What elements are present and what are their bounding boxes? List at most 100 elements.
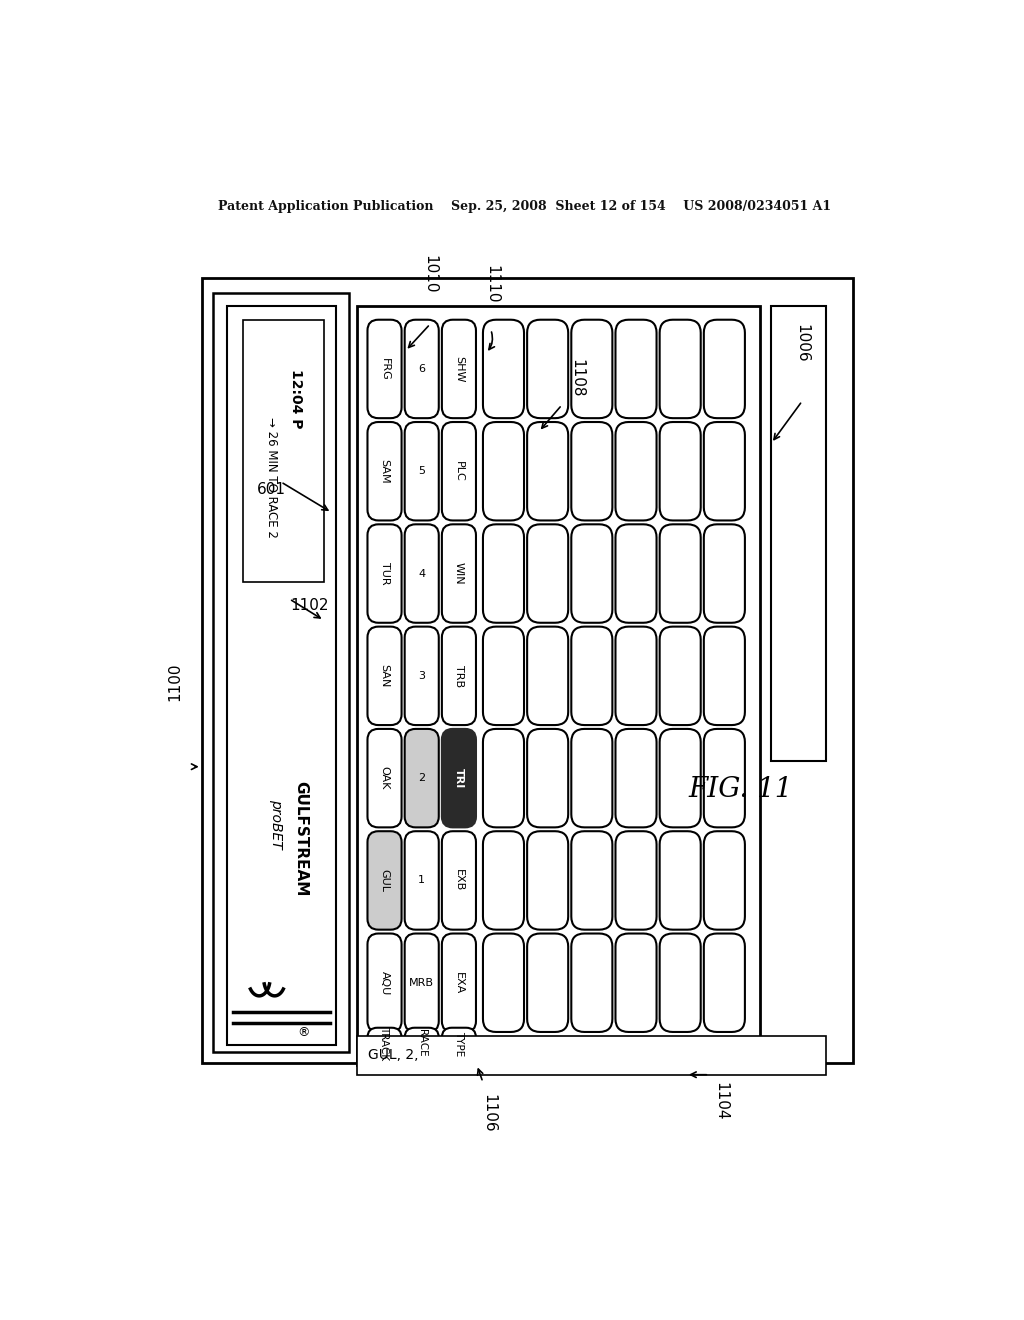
FancyBboxPatch shape [571,729,612,828]
FancyBboxPatch shape [404,933,438,1032]
FancyBboxPatch shape [703,524,744,623]
FancyBboxPatch shape [483,832,524,929]
FancyBboxPatch shape [442,524,476,623]
Text: PLC: PLC [454,461,464,482]
Bar [771,306,825,760]
Text: GUL, 2,: GUL, 2, [369,1048,419,1063]
FancyBboxPatch shape [404,729,438,828]
FancyBboxPatch shape [483,524,524,623]
FancyBboxPatch shape [703,627,744,725]
FancyBboxPatch shape [703,319,744,418]
FancyBboxPatch shape [483,933,524,1032]
Text: EXB: EXB [454,870,464,891]
FancyBboxPatch shape [368,319,401,418]
Bar [213,293,349,1052]
Bar [243,321,324,582]
Text: SAN: SAN [380,664,389,688]
FancyBboxPatch shape [659,933,700,1032]
Text: 1010: 1010 [423,255,437,293]
FancyBboxPatch shape [615,319,656,418]
FancyBboxPatch shape [659,524,700,623]
FancyBboxPatch shape [615,627,656,725]
Text: → 26 MIN TO RACE 2: → 26 MIN TO RACE 2 [264,417,278,537]
Text: 1104: 1104 [714,1082,728,1121]
Text: 6: 6 [418,364,425,374]
FancyBboxPatch shape [442,1028,476,1059]
FancyBboxPatch shape [404,627,438,725]
Text: EXA: EXA [454,972,464,994]
Text: proBET: proBET [269,799,283,849]
Text: MRB: MRB [410,978,434,987]
Text: WIN: WIN [454,562,464,585]
FancyBboxPatch shape [659,729,700,828]
FancyBboxPatch shape [442,627,476,725]
Bar [202,277,853,1063]
FancyBboxPatch shape [404,832,438,929]
FancyBboxPatch shape [703,729,744,828]
Text: GULFSTREAM: GULFSTREAM [294,780,308,896]
Text: 1110: 1110 [484,264,500,304]
FancyBboxPatch shape [703,832,744,929]
Text: AQU: AQU [380,970,389,995]
FancyBboxPatch shape [404,422,438,520]
Text: TUR: TUR [380,562,389,585]
FancyBboxPatch shape [571,627,612,725]
Text: 3: 3 [418,671,425,681]
Bar [227,306,336,1045]
FancyBboxPatch shape [442,933,476,1032]
Text: 1108: 1108 [569,359,585,397]
FancyBboxPatch shape [571,524,612,623]
FancyBboxPatch shape [615,729,656,828]
Text: 1: 1 [418,875,425,886]
FancyBboxPatch shape [527,729,568,828]
FancyBboxPatch shape [368,729,401,828]
FancyBboxPatch shape [527,933,568,1032]
Text: TRACK: TRACK [380,1026,389,1060]
Text: 1006: 1006 [795,323,810,363]
FancyBboxPatch shape [368,1028,401,1059]
Text: SHW: SHW [454,355,464,383]
Text: 1102: 1102 [291,598,330,612]
Text: 1106: 1106 [481,1094,496,1133]
FancyBboxPatch shape [404,319,438,418]
FancyBboxPatch shape [527,627,568,725]
Text: RACE: RACE [417,1030,427,1057]
FancyBboxPatch shape [615,524,656,623]
Text: GUL: GUL [380,869,389,892]
Text: ®: ® [297,1026,309,1039]
Text: 5: 5 [418,466,425,477]
FancyBboxPatch shape [442,422,476,520]
Text: SAM: SAM [380,459,389,483]
FancyBboxPatch shape [404,524,438,623]
FancyBboxPatch shape [483,422,524,520]
Bar [356,306,760,1065]
FancyBboxPatch shape [442,832,476,929]
Text: OAK: OAK [380,767,389,789]
Text: 1100: 1100 [167,663,182,701]
Text: 12:04 P: 12:04 P [289,368,303,429]
FancyBboxPatch shape [527,319,568,418]
FancyBboxPatch shape [659,422,700,520]
FancyBboxPatch shape [571,422,612,520]
FancyBboxPatch shape [615,422,656,520]
FancyBboxPatch shape [368,933,401,1032]
FancyBboxPatch shape [483,729,524,828]
FancyBboxPatch shape [527,832,568,929]
FancyBboxPatch shape [615,933,656,1032]
Text: FRG: FRG [380,358,389,380]
FancyBboxPatch shape [659,832,700,929]
FancyBboxPatch shape [571,319,612,418]
FancyBboxPatch shape [483,627,524,725]
Text: TRI: TRI [454,768,464,788]
Text: TYPE: TYPE [454,1031,464,1056]
FancyBboxPatch shape [527,524,568,623]
FancyBboxPatch shape [703,422,744,520]
FancyBboxPatch shape [659,627,700,725]
FancyBboxPatch shape [571,832,612,929]
Bar [356,1036,825,1074]
FancyBboxPatch shape [368,422,401,520]
Text: 601: 601 [257,482,286,498]
FancyBboxPatch shape [527,422,568,520]
Text: FIG. 11: FIG. 11 [688,776,793,804]
Text: TRB: TRB [454,665,464,686]
